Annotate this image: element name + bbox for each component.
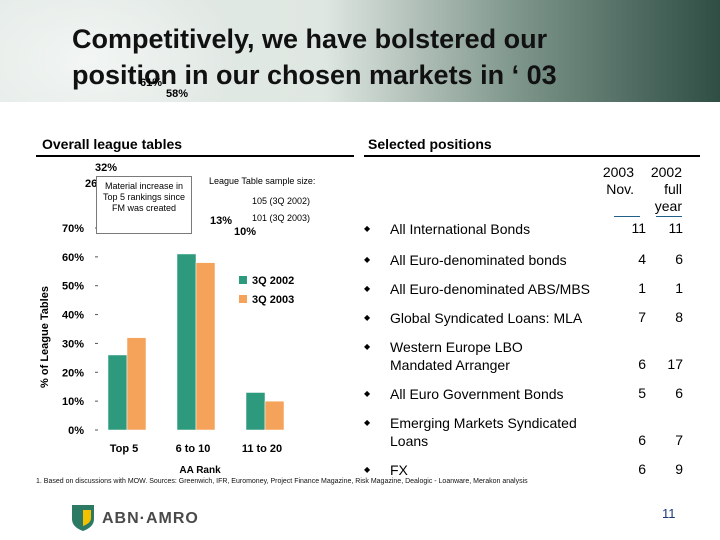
value-2002: 11: [668, 220, 683, 236]
col-2003-underline: [614, 216, 640, 217]
value-2003: 4: [638, 251, 646, 267]
position-label: Global Syndicated Loans: MLA: [390, 310, 583, 326]
abn-amro-logo: ABN·AMRO: [70, 502, 205, 532]
bullet-icon: ◆: [364, 389, 371, 398]
value-2002: 8: [675, 309, 683, 325]
col-2003-line-1: 2003: [602, 164, 634, 180]
data-label: 32%: [95, 162, 117, 174]
value-2003: 6: [638, 461, 646, 477]
value-2002: 1: [675, 280, 683, 296]
logo-text: ABN·AMRO: [102, 510, 199, 527]
position-label: All International Bonds: [390, 221, 531, 237]
header-banner: Competitively, we have bolstered our pos…: [0, 0, 720, 102]
y-tick-label: 20%: [62, 367, 84, 379]
value-2002: 6: [675, 385, 683, 401]
col-2002-line-3: year: [654, 198, 682, 214]
page-title: Competitively, we have bolstered our pos…: [72, 22, 692, 94]
legend-swatch: [239, 295, 247, 303]
bullet-icon: ◆: [364, 418, 371, 427]
bar: [264, 400, 285, 431]
x-axis-label: AA Rank: [179, 465, 221, 476]
value-2002: 7: [675, 432, 683, 448]
sample-size-label: League Table sample size:: [209, 176, 316, 186]
position-label: All Euro-denominated ABS/MBS: [390, 281, 590, 297]
col-header-2003: 2003 Nov.: [600, 164, 634, 198]
col-header-2002: 2002 full year: [640, 164, 682, 215]
selected-positions-heading: Selected positions: [368, 136, 492, 152]
shield-logo-icon: ABN·AMRO: [72, 505, 199, 531]
y-tick-label: 60%: [62, 252, 84, 264]
legend-label: 3Q 2002: [252, 275, 294, 287]
category-label: 6 to 10: [176, 443, 211, 455]
value-2003: 1: [638, 280, 646, 296]
footnote: 1. Based on discussions with MOW. Source…: [36, 478, 528, 485]
col-2002-line-2: full: [664, 181, 682, 197]
sample-size-2003: 101 (3Q 2003): [252, 213, 311, 223]
value-2003: 11: [631, 220, 646, 236]
bullet-icon: ◆: [364, 465, 371, 474]
title-line-1: Competitively, we have bolstered our: [72, 24, 548, 54]
y-tick-label: 30%: [62, 338, 84, 350]
y-tick-label: 10%: [62, 396, 84, 408]
position-label: Western Europe LBO Mandated Arranger: [390, 339, 523, 373]
bullet-icon: ◆: [364, 224, 371, 233]
value-2002: 17: [667, 356, 683, 372]
value-2003: 5: [638, 385, 646, 401]
bullet-icon: ◆: [364, 342, 371, 351]
y-tick-label: 0%: [68, 425, 84, 437]
legend-swatch: [239, 276, 247, 284]
value-2003: 7: [638, 309, 646, 325]
value-2002: 9: [675, 461, 683, 477]
y-axis-label: % of League Tables: [39, 286, 51, 388]
bar: [195, 262, 216, 431]
position-label: All Euro Government Bonds: [390, 386, 564, 402]
bar: [126, 337, 147, 431]
position-label: FX: [390, 462, 408, 478]
value-2003: 6: [638, 356, 646, 372]
category-label: Top 5: [110, 443, 139, 455]
position-label: Emerging Markets Syndicated Loans: [390, 415, 577, 449]
value-2002: 6: [675, 251, 683, 267]
title-line-2: position in our chosen markets in ‘ 03: [72, 60, 557, 90]
value-2003: 6: [638, 432, 646, 448]
bar: [245, 392, 266, 431]
league-table-chart: 0% 10% 20% 30% 40% 50% 60% 70% % of League Table…: [39, 77, 294, 476]
category-label: 11 to 20: [242, 443, 282, 455]
data-label: 13%: [210, 215, 232, 227]
right-heading-rule: [364, 155, 700, 157]
y-tick-label: 40%: [62, 310, 84, 322]
left-heading-rule: [36, 155, 354, 157]
legend-label: 3Q 2003: [252, 294, 294, 306]
col-2003-line-2: Nov.: [606, 181, 634, 197]
sample-size-2002: 105 (3Q 2002): [252, 196, 311, 206]
data-label: 58%: [166, 88, 188, 100]
y-tick-label: 70%: [62, 223, 84, 235]
data-label: 10%: [234, 226, 256, 238]
bullet-icon: ◆: [364, 284, 371, 293]
y-tick-label: 50%: [62, 281, 84, 293]
position-label: All Euro-denominated bonds: [390, 252, 567, 268]
col-2002-line-1: 2002: [650, 164, 682, 180]
col-2002-underline: [656, 216, 682, 217]
bar: [107, 354, 128, 431]
bullet-icon: ◆: [364, 313, 371, 322]
bar: [176, 253, 197, 431]
data-label: 61%: [140, 77, 162, 89]
note-box: Material increase in Top 5 rankings sinc…: [96, 176, 192, 234]
overall-league-tables-heading: Overall league tables: [42, 136, 183, 152]
page-number: 11: [662, 506, 676, 521]
bullet-icon: ◆: [364, 255, 371, 264]
